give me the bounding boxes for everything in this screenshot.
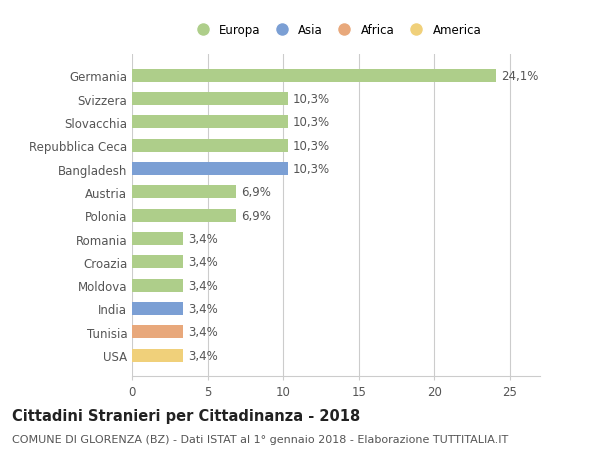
Bar <box>132 93 287 106</box>
Bar <box>132 116 287 129</box>
Text: 10,3%: 10,3% <box>292 116 329 129</box>
Bar <box>132 279 184 292</box>
Bar <box>132 326 184 338</box>
Bar <box>132 349 184 362</box>
Text: 10,3%: 10,3% <box>292 162 329 176</box>
Text: 3,4%: 3,4% <box>188 325 218 339</box>
Text: 3,4%: 3,4% <box>188 279 218 292</box>
Bar <box>132 302 184 315</box>
Text: 6,9%: 6,9% <box>241 209 271 222</box>
Text: 3,4%: 3,4% <box>188 349 218 362</box>
Text: 6,9%: 6,9% <box>241 186 271 199</box>
Text: 24,1%: 24,1% <box>501 70 538 83</box>
Text: 3,4%: 3,4% <box>188 233 218 246</box>
Bar <box>132 233 184 246</box>
Bar <box>132 140 287 152</box>
Bar <box>132 209 236 222</box>
Legend: Europa, Asia, Africa, America: Europa, Asia, Africa, America <box>186 19 486 42</box>
Bar <box>132 70 496 83</box>
Bar <box>132 186 236 199</box>
Bar <box>132 256 184 269</box>
Text: 10,3%: 10,3% <box>292 140 329 152</box>
Text: 10,3%: 10,3% <box>292 93 329 106</box>
Bar <box>132 163 287 176</box>
Text: Cittadini Stranieri per Cittadinanza - 2018: Cittadini Stranieri per Cittadinanza - 2… <box>12 409 360 424</box>
Text: 3,4%: 3,4% <box>188 256 218 269</box>
Text: COMUNE DI GLORENZA (BZ) - Dati ISTAT al 1° gennaio 2018 - Elaborazione TUTTITALI: COMUNE DI GLORENZA (BZ) - Dati ISTAT al … <box>12 434 508 444</box>
Text: 3,4%: 3,4% <box>188 302 218 315</box>
